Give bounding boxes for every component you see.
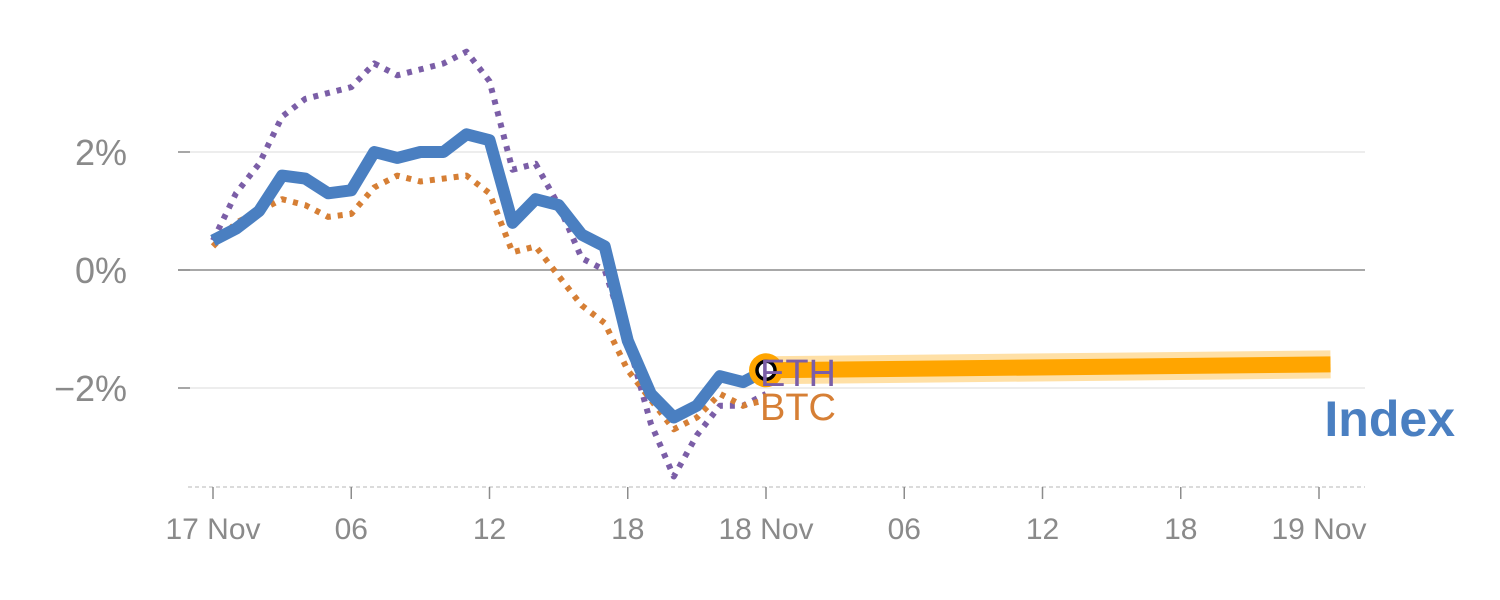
x-tick-label: 06 (888, 513, 921, 546)
highlight-layer (765, 350, 1331, 385)
eth-series-line (210, 48, 768, 480)
latest-point-marker (755, 359, 777, 382)
y-tick-label: 0% (75, 250, 127, 291)
x-tick-label: 06 (335, 513, 368, 546)
marker-layer (749, 353, 783, 388)
index-series-line (210, 128, 769, 424)
x-tick-label: 18 Nov (718, 513, 813, 546)
y-axis: 2% 0% −2% (54, 132, 190, 409)
y-tick-label: −2% (54, 368, 127, 409)
x-tick-label: 17 Nov (165, 513, 260, 546)
highlight-bar (765, 356, 1331, 379)
x-tick-label: 12 (473, 513, 506, 546)
y-tick-label: 2% (75, 132, 127, 173)
series-layer (210, 48, 769, 480)
x-tick-label: 18 (611, 513, 644, 546)
eth-series-label: ETH (760, 353, 836, 395)
x-tick-label: 18 (1164, 513, 1197, 546)
index-series-label: Index (1324, 391, 1455, 447)
x-tick-label: 19 Nov (1271, 513, 1366, 546)
x-axis: 17 Nov 06 12 18 18 Nov 06 12 18 19 Nov (165, 486, 1367, 546)
x-tick-label: 12 (1026, 513, 1059, 546)
btc-series-label: BTC (760, 387, 836, 429)
btc-series-line (210, 172, 767, 433)
